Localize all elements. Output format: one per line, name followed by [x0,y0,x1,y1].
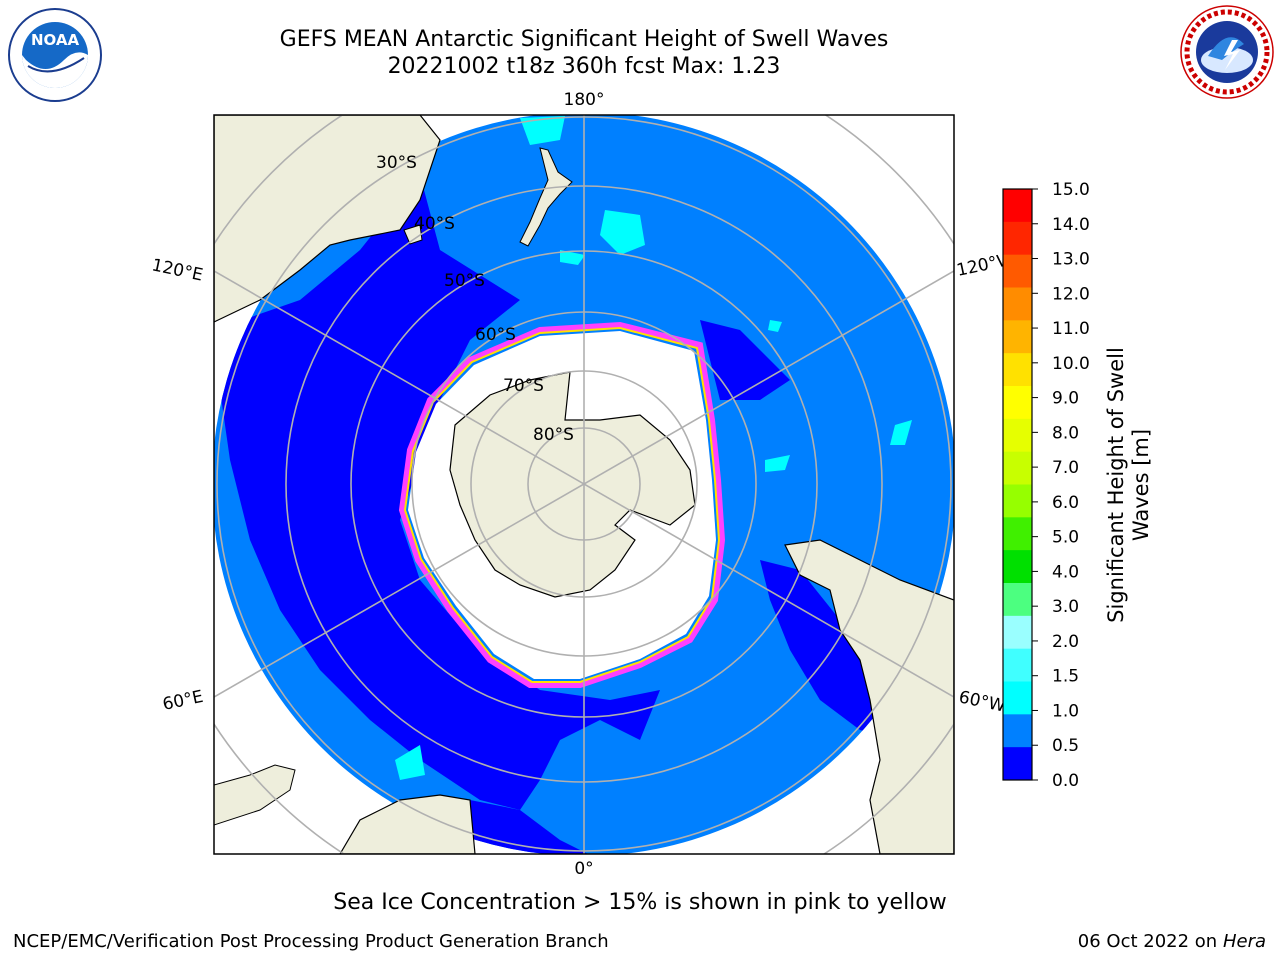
colorbar-tick-label: 5.0 [1052,528,1079,548]
nws-logo [1180,5,1274,99]
africa-land [339,794,476,854]
colorbar-segment [1003,648,1032,682]
colorbar-segment [1003,615,1032,650]
colorbar-tick-label: 13.0 [1052,250,1090,270]
noaa-logo: NOAA [8,8,102,102]
colorbar-segment [1003,583,1032,617]
colorbar-tick-label: 8.0 [1052,423,1079,443]
cyan-patch-4 [890,420,912,445]
colorbar-tick-label: 10.0 [1052,354,1090,374]
colorbar-segment [1003,189,1032,223]
colorbar-tick-label: 12.0 [1052,284,1090,304]
cyan-patches [395,116,912,780]
tasmania-land [403,224,423,245]
colorbar-tick-label: 9.0 [1052,389,1079,409]
cyan-patch-3 [560,250,585,265]
colorbar-segment [1003,550,1032,584]
lat-label-50s: 50°S [444,271,485,291]
colorbar-tick-label: 15.0 [1052,180,1090,200]
colorbar-tick-label: 0.0 [1052,771,1079,791]
lon-label-0: 0° [574,859,593,879]
colorbar-segment [1003,386,1032,420]
cyan-patch-7 [765,455,790,472]
footer-date-text: 06 Oct 2022 on [1077,931,1223,952]
cyan-patch-6 [395,745,425,780]
footer-host: Hera [1222,931,1266,952]
lat-label-40s: 40°S [414,214,455,234]
sea-ice-caption: Sea Ice Concentration > 15% is shown in … [333,890,947,915]
colorbar-segment [1003,320,1032,354]
colorbar-segment [1003,221,1032,256]
map-frame [213,114,955,855]
colorbar-tick-label: 7.0 [1052,458,1079,478]
lon-label-60e: 60°E [161,687,205,715]
chart-title: GEFS MEAN Antarctic Significant Height o… [279,27,889,52]
lon-label-120e: 120°E [150,255,205,285]
footer-credit: NCEP/EMC/Verification Post Processing Pr… [13,931,609,952]
low-swell-region-west [214,175,660,810]
colorbar-frame [1002,188,1033,781]
sea-ice-edge-yellow [403,326,721,683]
colorbar-segment [1003,714,1032,748]
colorbar-segment [1003,484,1032,518]
colorbar-segment [1003,353,1032,387]
meridian-60e-120w [214,270,954,698]
colorbar-segment [1003,287,1032,321]
graticule [214,115,954,854]
colorbar-title: Significant Height of Swell Waves [m] [1104,347,1153,623]
australia-land [214,115,441,323]
colorbar-tick-label: 4.0 [1052,562,1079,582]
colorbar: 15.0 14.0 13.0 12.0 11.0 10.0 9.0 8.0 7.0 6.0 5.0 4… [1002,180,1090,791]
new-zealand-land [519,147,573,247]
chart-subtitle: 20221002 t18z 360h fcst Max: 1.23 [387,54,781,79]
colorbar-segment [1003,254,1032,288]
lon-label-180: 180° [564,90,605,110]
cyan-patch-2 [600,210,645,255]
colorbar-segment [1003,418,1032,453]
lat-label-80s: 80°S [533,425,574,445]
colorbar-tick-label: 3.0 [1052,597,1079,617]
noaa-logo-text: NOAA [31,31,80,49]
colorbar-tick-label: 6.0 [1052,493,1079,513]
colorbar-segment [1003,517,1032,551]
colorbar-tick-label: 1.5 [1052,667,1079,687]
colorbar-tick-label: 1.0 [1052,701,1079,721]
colorbar-tick-label: 11.0 [1052,319,1090,339]
colorbar-segment [1003,681,1032,715]
colorbar-segment [1003,451,1032,485]
sea-ice-edge-pink [398,321,726,688]
low-swell-region-east [700,320,790,400]
lat-label-70s: 70°S [503,376,544,396]
south-america-land [784,539,954,854]
lat-label-30s: 30°S [376,153,417,173]
colorbar-segment [1003,747,1032,781]
cyan-patch-1 [520,116,565,145]
colorbar-tick-label: 0.5 [1052,736,1079,756]
madagascar-land [214,764,296,826]
cyan-patch-5 [768,320,782,332]
colorbar-tick-label: 2.0 [1052,632,1079,652]
colorbar-tick-label: 14.0 [1052,215,1090,235]
footer-date: 06 Oct 2022 on Hera [1078,931,1266,952]
low-swell-region-south [470,800,600,854]
lat-label-60s: 60°S [475,325,516,345]
lon-label-60w: 60°W [957,687,1007,716]
